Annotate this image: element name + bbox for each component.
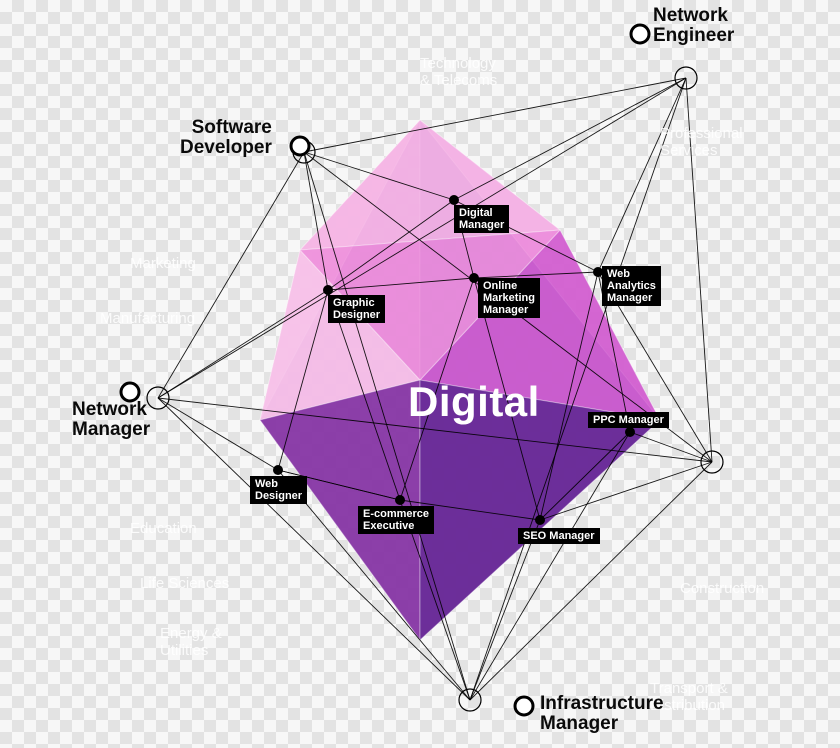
inner-label-graphic-designer: Graphic Designer — [328, 295, 385, 323]
inner-label-ppc-manager: PPC Manager — [588, 412, 669, 428]
ring-software-developer — [291, 137, 309, 155]
inner-label-web-designer: Web Designer — [250, 476, 307, 504]
outer-label-infrastructure-manager: InfrastructureManager — [540, 694, 664, 734]
node-digital-manager — [449, 195, 459, 205]
outer-label-network-engineer: NetworkEngineer — [653, 6, 734, 46]
node-seo-manager — [535, 515, 545, 525]
ring-network-engineer — [631, 25, 649, 43]
node-ppc-manager — [625, 427, 635, 437]
node-web-designer — [273, 465, 283, 475]
inner-label-ecommerce-executive: E-commerce Executive — [358, 506, 434, 534]
node-graphic-designer — [323, 285, 333, 295]
outer-label-network-manager: NetworkManager — [72, 400, 150, 440]
inner-label-seo-manager: SEO Manager — [518, 528, 600, 544]
node-ecommerce-executive — [395, 495, 405, 505]
network-svg — [0, 0, 840, 748]
outer-label-software-developer: SoftwareDeveloper — [180, 118, 272, 158]
inner-label-digital-manager: Digital Manager — [454, 205, 509, 233]
center-title: Digital — [408, 378, 540, 426]
inner-label-web-analytics-manager: Web Analytics Manager — [602, 266, 661, 306]
inner-label-online-marketing-manager: Online Marketing Manager — [478, 278, 540, 318]
diagram-stage: Technology & TelecomsProfessional Servic… — [0, 0, 840, 748]
ring-infrastructure-manager — [515, 697, 533, 715]
